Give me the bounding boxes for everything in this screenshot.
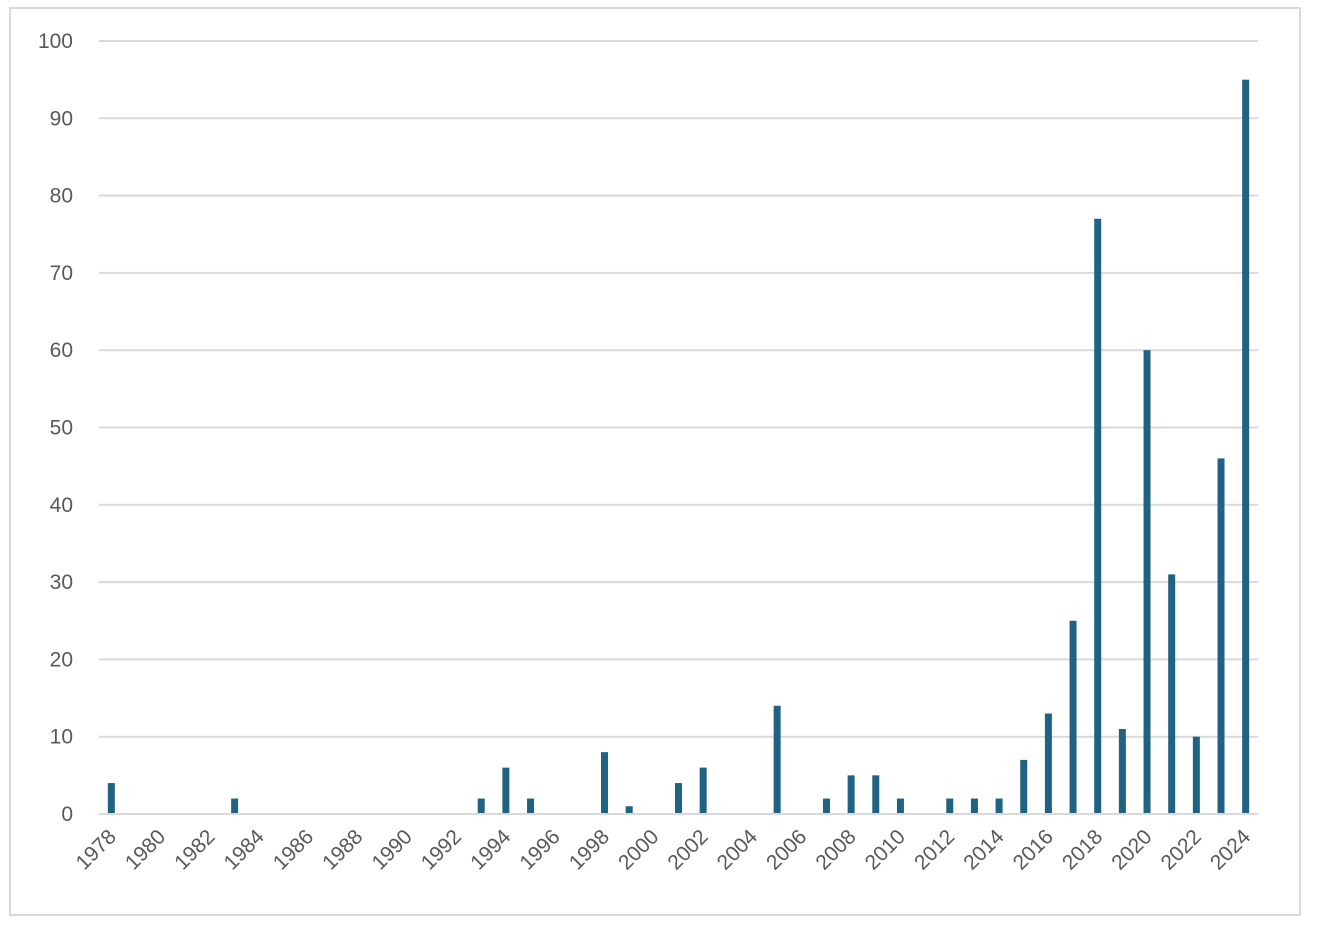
bar-1978 bbox=[107, 783, 115, 814]
bar-2020 bbox=[1143, 350, 1151, 814]
bar-2019 bbox=[1118, 728, 1126, 814]
x-tick-label: 2002 bbox=[663, 825, 712, 874]
bar-2012 bbox=[946, 798, 954, 814]
y-tick-label: 20 bbox=[50, 648, 73, 671]
bar-2001 bbox=[675, 783, 682, 814]
x-tick-label: 2004 bbox=[713, 825, 763, 875]
bar-1999 bbox=[625, 806, 633, 814]
bar-2008 bbox=[847, 775, 855, 814]
bar-2016 bbox=[1044, 713, 1052, 814]
x-tick-label: 1992 bbox=[417, 825, 466, 874]
x-tick-label: 1990 bbox=[367, 825, 416, 874]
x-tick-label: 1986 bbox=[269, 825, 318, 874]
y-tick-label: 100 bbox=[38, 30, 73, 53]
y-tick-label: 10 bbox=[50, 726, 73, 749]
x-tick-label: 2006 bbox=[762, 825, 811, 874]
bar-2024 bbox=[1242, 79, 1250, 814]
bar-1995 bbox=[527, 798, 535, 814]
x-tick-label: 2012 bbox=[910, 825, 959, 874]
x-tick-label: 1980 bbox=[121, 825, 170, 874]
y-tick-label: 50 bbox=[50, 417, 73, 440]
bar-2005 bbox=[773, 705, 781, 814]
x-tick-label: 1988 bbox=[318, 825, 367, 874]
bar-2023 bbox=[1217, 458, 1225, 814]
x-tick-label: 2016 bbox=[1009, 825, 1058, 874]
x-tick-label: 2014 bbox=[959, 825, 1009, 875]
y-tick-label: 80 bbox=[50, 185, 73, 208]
bar-2017 bbox=[1069, 620, 1077, 814]
bar-1983 bbox=[231, 798, 239, 814]
bar-1998 bbox=[601, 752, 609, 814]
x-tick-label: 1998 bbox=[565, 825, 614, 874]
x-tick-label: 2020 bbox=[1107, 825, 1156, 874]
y-tick-label: 40 bbox=[50, 494, 73, 517]
y-tick-label: 60 bbox=[50, 339, 73, 362]
bar-2014 bbox=[995, 798, 1003, 814]
gridlines bbox=[99, 40, 1258, 738]
y-tick-label: 30 bbox=[50, 571, 73, 594]
bar-2022 bbox=[1192, 736, 1200, 814]
y-tick-label: 0 bbox=[61, 803, 73, 826]
x-tick-label: 2010 bbox=[861, 825, 910, 874]
bar-2007 bbox=[822, 798, 830, 814]
x-tick-label: 1994 bbox=[466, 825, 516, 875]
y-axis-tick-labels: 0 10 20 30 40 50 60 70 80 90 100 bbox=[38, 30, 73, 826]
chart-frame bbox=[9, 7, 1301, 916]
bar-2018 bbox=[1094, 218, 1102, 815]
bar-2009 bbox=[872, 775, 880, 814]
x-tick-label: 1996 bbox=[515, 825, 564, 874]
x-tick-label: 2024 bbox=[1206, 825, 1256, 875]
x-tick-label: 2018 bbox=[1058, 825, 1107, 874]
bar-2002 bbox=[699, 767, 707, 814]
x-tick-label: 1984 bbox=[220, 825, 270, 875]
x-axis-tick-labels: 1978 1980 1982 1984 1986 1988 1990 1992 1994 1996… bbox=[72, 825, 1256, 875]
x-tick-label: 2000 bbox=[614, 825, 663, 874]
x-tick-label: 1982 bbox=[170, 825, 219, 874]
bar-2010 bbox=[896, 798, 904, 814]
x-tick-label: 2008 bbox=[811, 825, 860, 874]
bars bbox=[107, 79, 1250, 815]
bar-2015 bbox=[1020, 759, 1028, 814]
bar-1994 bbox=[502, 767, 510, 814]
bar-2021 bbox=[1168, 574, 1176, 814]
x-tick-label: 2022 bbox=[1157, 825, 1206, 874]
y-tick-label: 70 bbox=[50, 262, 73, 285]
x-tick-label: 1978 bbox=[72, 825, 121, 874]
bar-2013 bbox=[970, 798, 978, 814]
bar-1993 bbox=[477, 798, 485, 814]
y-tick-label: 90 bbox=[50, 107, 73, 130]
